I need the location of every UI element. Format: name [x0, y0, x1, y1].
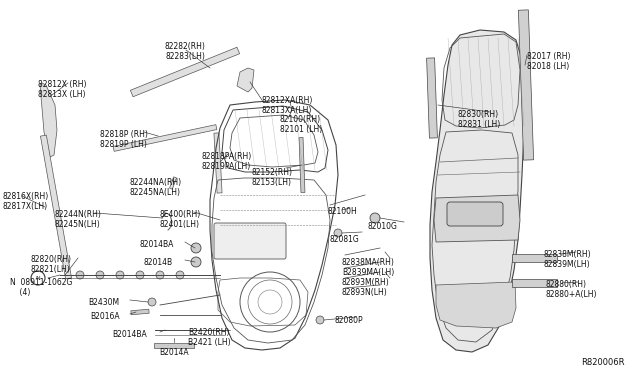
Polygon shape: [434, 195, 520, 242]
Text: 82812X (RH)
82813X (LH): 82812X (RH) 82813X (LH): [38, 80, 86, 99]
Text: 82282(RH)
82283(LH): 82282(RH) 82283(LH): [164, 42, 205, 61]
Polygon shape: [40, 135, 72, 279]
Text: 82100(RH)
82101 (LH): 82100(RH) 82101 (LH): [280, 115, 323, 134]
Polygon shape: [430, 30, 524, 352]
Text: 82830(RH)
82831 (LH): 82830(RH) 82831 (LH): [458, 110, 500, 129]
Text: 82812XA(RH)
82813XA(LH): 82812XA(RH) 82813XA(LH): [262, 96, 314, 115]
Text: 8E400(RH)
82401(LH): 8E400(RH) 82401(LH): [160, 210, 201, 230]
Polygon shape: [154, 343, 194, 347]
Polygon shape: [170, 177, 177, 189]
Text: 82152(RH)
82153(LH): 82152(RH) 82153(LH): [252, 168, 293, 187]
Circle shape: [148, 298, 156, 306]
FancyBboxPatch shape: [214, 223, 286, 259]
Polygon shape: [113, 125, 217, 151]
Text: N: N: [36, 276, 40, 280]
Text: B2430M: B2430M: [88, 298, 119, 307]
Circle shape: [31, 271, 45, 285]
Polygon shape: [214, 133, 222, 193]
Polygon shape: [40, 83, 57, 157]
Polygon shape: [427, 58, 437, 138]
Circle shape: [136, 271, 144, 279]
Text: 82818PA(RH)
82819PA(LH): 82818PA(RH) 82819PA(LH): [202, 152, 252, 171]
Circle shape: [370, 213, 380, 223]
Circle shape: [76, 271, 84, 279]
Polygon shape: [513, 279, 557, 287]
Text: 82838M(RH)
82839M(LH): 82838M(RH) 82839M(LH): [544, 250, 591, 269]
Text: B2014BA: B2014BA: [112, 330, 147, 339]
Text: 82816X(RH)
82817X(LH): 82816X(RH) 82817X(LH): [2, 192, 48, 211]
Text: B2014A: B2014A: [159, 348, 189, 357]
Text: 82014B: 82014B: [144, 258, 173, 267]
Text: 82838MA(RH)
B2839MA(LH): 82838MA(RH) B2839MA(LH): [342, 258, 395, 278]
Text: 82244NA(RH)
82245NA(LH): 82244NA(RH) 82245NA(LH): [130, 178, 182, 198]
Circle shape: [176, 271, 184, 279]
Circle shape: [334, 229, 342, 237]
Circle shape: [96, 271, 104, 279]
Polygon shape: [131, 47, 239, 97]
Text: 82010G: 82010G: [368, 222, 398, 231]
Text: 82818P (RH)
82819P (LH): 82818P (RH) 82819P (LH): [100, 130, 148, 150]
Polygon shape: [436, 282, 516, 328]
Text: B2016A: B2016A: [90, 312, 120, 321]
Polygon shape: [131, 309, 149, 315]
Polygon shape: [237, 68, 254, 92]
Text: 82014BA: 82014BA: [140, 240, 174, 249]
Circle shape: [116, 271, 124, 279]
Polygon shape: [299, 137, 305, 193]
Text: R820006R: R820006R: [582, 358, 625, 367]
Text: 82880(RH)
82880+A(LH): 82880(RH) 82880+A(LH): [546, 280, 598, 299]
Polygon shape: [513, 254, 557, 262]
FancyBboxPatch shape: [447, 202, 503, 226]
Text: 82081G: 82081G: [330, 235, 360, 244]
Text: 82100H: 82100H: [328, 207, 358, 216]
Text: 82017 (RH)
82018 (LH): 82017 (RH) 82018 (LH): [527, 52, 570, 71]
Text: N  08911-1062G
    (4): N 08911-1062G (4): [10, 278, 72, 297]
Text: 82820(RH)
82821(LH): 82820(RH) 82821(LH): [30, 255, 71, 275]
Circle shape: [156, 271, 164, 279]
Circle shape: [191, 243, 201, 253]
Text: 82244N(RH)
82245N(LH): 82244N(RH) 82245N(LH): [54, 210, 101, 230]
Text: 82080P: 82080P: [335, 316, 364, 325]
Circle shape: [316, 316, 324, 324]
Text: 82893M(RH)
82893N(LH): 82893M(RH) 82893N(LH): [342, 278, 390, 297]
Circle shape: [191, 257, 201, 267]
Text: B2420(RH)
B2421 (LH): B2420(RH) B2421 (LH): [188, 328, 230, 347]
Polygon shape: [518, 10, 534, 160]
